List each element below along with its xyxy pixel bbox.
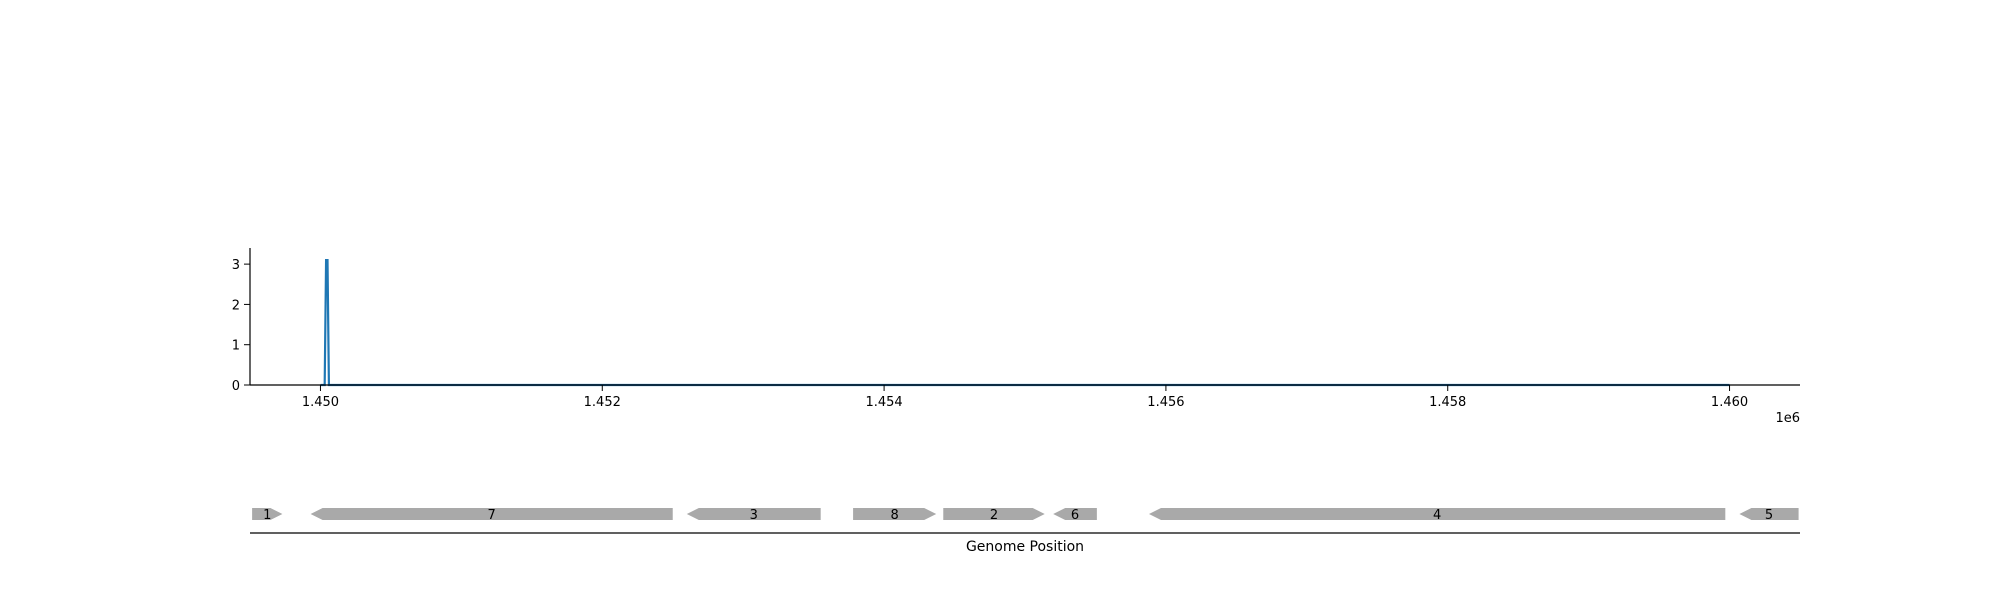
gene-arrow-7 [310, 508, 673, 520]
series-layer [320, 258, 1730, 387]
gene-arrow-1 [252, 508, 283, 520]
y-tick-label: 2 [232, 298, 240, 313]
x-tick-label: 1.460 [1711, 395, 1748, 410]
gene-label-7: 7 [488, 508, 496, 523]
gene-label-1: 1 [263, 508, 271, 523]
gene-label-4: 4 [1433, 508, 1441, 523]
x-tick-label: 1.452 [584, 395, 621, 410]
gene-arrow-3 [686, 508, 821, 520]
gene-label-2: 2 [990, 508, 998, 523]
x-ticks: 1.450 1.452 1.454 1.456 1.458 1.460 [302, 385, 1748, 410]
gene-arrow-5 [1739, 508, 1799, 520]
genes-layer: 1 7 3 8 2 6 4 5 [252, 508, 1799, 523]
y-tick-label: 3 [232, 258, 240, 273]
y-tick-label: 1 [232, 339, 240, 354]
x-tick-label: 1.458 [1429, 395, 1466, 410]
gene-track: 1 7 3 8 2 6 4 5 Genome Position [250, 508, 1800, 555]
y-tick-label: 0 [232, 379, 240, 394]
gene-track-xlabel: Genome Position [966, 539, 1084, 555]
gene-arrow-6 [1053, 508, 1097, 520]
gene-label-8: 8 [891, 508, 899, 523]
x-tick-label: 1.450 [302, 395, 339, 410]
gene-label-3: 3 [750, 508, 758, 523]
gene-label-5: 5 [1765, 508, 1773, 523]
gene-arrow-4 [1149, 508, 1726, 520]
y-ticks: 0 1 2 3 [232, 258, 250, 394]
gene-arrow-8 [853, 508, 937, 520]
gene-label-6: 6 [1071, 508, 1079, 523]
x-tick-label: 1.454 [865, 395, 902, 410]
coverage-plot: 0 1 2 3 1.450 1.452 1.454 1.456 1.458 1.460 1e6 [232, 248, 1800, 426]
series-line-0 [320, 258, 1730, 387]
x-offset-label: 1e6 [1775, 411, 1800, 426]
x-tick-label: 1.456 [1147, 395, 1184, 410]
gene-arrow-2 [943, 508, 1045, 520]
